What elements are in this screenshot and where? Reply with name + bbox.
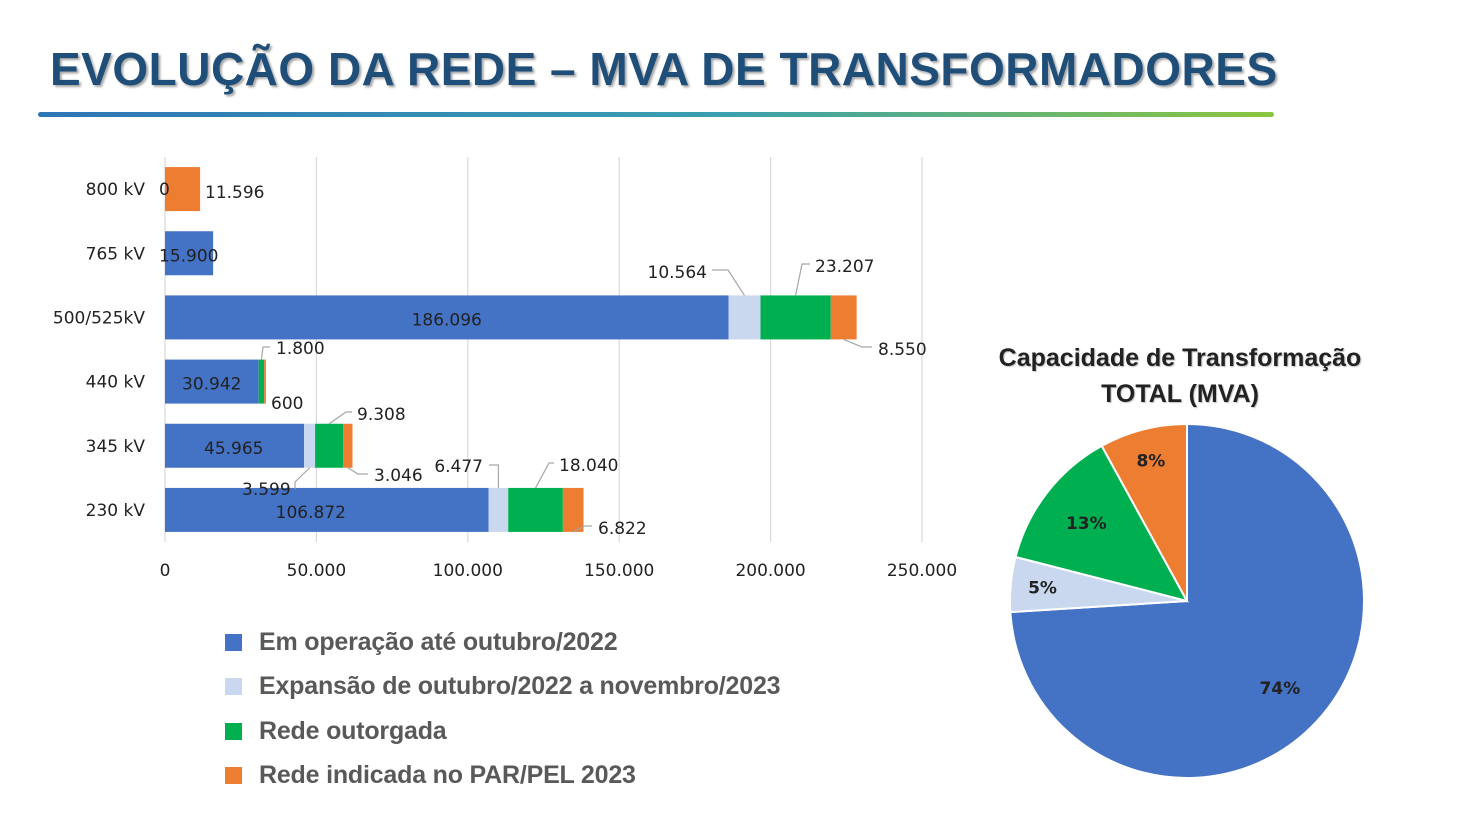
bar-segment [165,167,201,212]
leader-line [795,263,810,296]
title-underline [38,112,1274,117]
bar-chart-legend: Em operação até outubro/2022 Expansão de… [225,620,781,799]
pie-slice-label: 8% [1136,451,1165,471]
legend-label-em-operacao: Em operação até outubro/2022 [259,627,618,656]
data-label: 8.550 [878,340,927,360]
bar-segment [165,423,305,468]
x-tick-label: 100.000 [433,561,503,581]
pie-chart: 74% 5% 13% 8% [1009,422,1365,779]
leader-line [294,467,311,489]
data-label: 186.096 [412,310,482,330]
data-label: 45.965 [204,439,263,459]
data-label: 600 [271,394,303,414]
bar-segment [508,487,563,532]
pie-slice [1014,444,1189,603]
data-label: 6.477 [434,457,483,477]
legend-label-indicada: Rede indicada no PAR/PEL 2023 [259,761,636,790]
data-label: 1.800 [276,339,325,359]
y-category-label: 500/525kV [53,308,145,328]
slide-title: EVOLUÇÃO DA REDE – MVA DE TRANSFORMADORE… [50,43,1278,95]
pie-slice-label: 74% [1260,679,1301,699]
data-label: 3.599 [242,480,291,500]
data-label: 10.564 [648,263,707,283]
leader-line [328,411,352,425]
y-category-label: 800 kV [86,180,146,200]
legend-label-expansao: Expansão de outubro/2022 a novembro/2023 [259,672,781,701]
leader-line [489,464,500,488]
x-tick-label: 250.000 [887,561,957,581]
legend-label-outorgada: Rede outorgada [259,716,447,745]
bar-segment [760,295,831,340]
leader-line [712,269,745,296]
bar-segment [304,423,316,468]
x-tick-label: 200.000 [735,561,805,581]
bar-segment [343,423,353,468]
pie-slice [1100,422,1188,602]
bar-segment [258,359,265,404]
y-category-label: 765 kV [86,244,146,264]
legend-item-outorgada: Rede outorgada [225,709,780,754]
x-tick-label: 0 [160,561,171,581]
data-label: 18.040 [559,456,618,476]
data-label: 30.942 [182,375,241,395]
y-category-label: 345 kV [86,437,146,457]
stacked-bar-chart: 0 50.000 100.000 150.000 200.000 250.000 800 k… [53,157,957,581]
data-label: 23.207 [815,257,874,277]
legend-swatch-indicada [225,767,242,785]
bar-segment [165,359,259,404]
leader-line [260,346,270,360]
y-category-label: 440 kV [86,373,146,393]
pie-title-line-1: Capacidade de Transformação [998,344,1362,372]
legend-item-expansao: Expansão de outubro/2022 a novembro/2023 [225,665,781,710]
legend-swatch-expansao [225,678,242,696]
bar-segment [562,487,584,532]
pie-slice-label: 13% [1066,514,1107,534]
bar-segment [315,423,344,468]
data-label: 3.046 [374,466,423,486]
leader-line [843,338,872,348]
pie-title-line-2: TOTAL (MVA) [1101,380,1259,408]
y-category-label: 230 kV [86,501,146,521]
data-label: 11.596 [205,183,264,203]
leader-line [572,525,592,533]
bar-segment [830,295,857,340]
data-label: 6.822 [598,519,647,539]
x-tick-label: 150.000 [584,561,654,581]
bar-segment [165,487,489,532]
legend-swatch-outorgada [225,722,242,740]
data-label: 9.308 [357,405,406,425]
bar-segment [165,295,729,340]
leader-line [347,467,368,475]
legend-swatch-em-operacao [225,633,242,651]
data-label: 0 [159,180,170,200]
bar-segment [264,359,266,404]
x-tick-label: 50.000 [287,561,346,581]
bar-segment [728,295,761,340]
pie-slice-label: 5% [1028,578,1057,598]
bar-segment [488,487,509,532]
pie-chart-title: Capacidade de Transformação TOTAL (MVA) [980,340,1380,412]
data-label: 106.872 [276,503,346,523]
leader-line [535,462,554,489]
legend-item-em-operacao: Em operação até outubro/2022 [225,620,780,665]
bar-segment [165,231,214,276]
legend-item-indicada: Rede indicada no PAR/PEL 2023 [225,754,780,799]
data-label: 15.900 [159,246,218,266]
